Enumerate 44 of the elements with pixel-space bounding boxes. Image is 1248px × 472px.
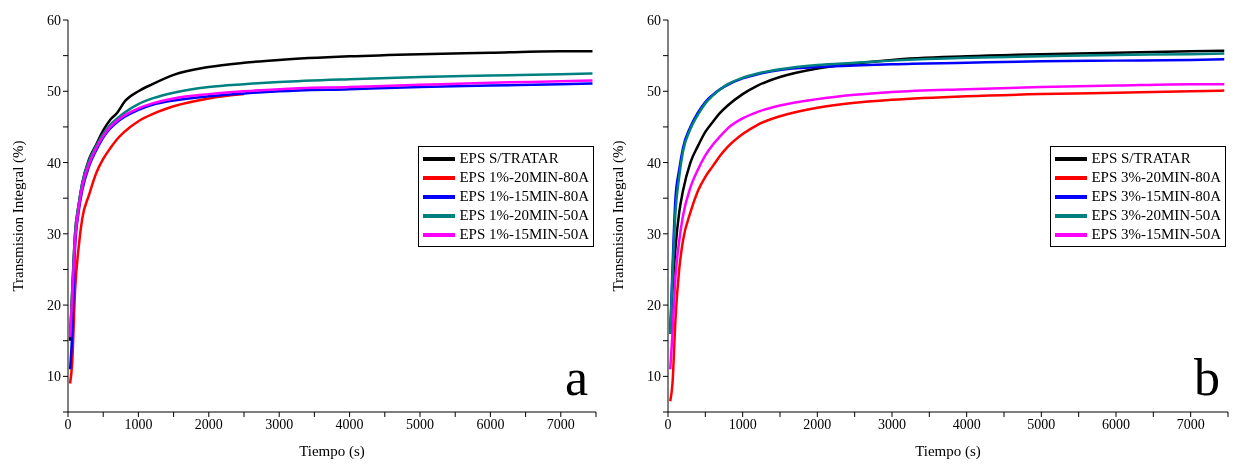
x-tick-label: 2000	[803, 416, 832, 432]
legend-label: EPS 3%-15MIN-50A	[1091, 225, 1221, 244]
annotation: a	[564, 349, 588, 406]
x-tick-label: 1000	[124, 416, 153, 432]
x-tick-label: 0	[664, 416, 672, 432]
legend-label: EPS 1%-15MIN-80A	[459, 187, 589, 206]
annotation: b	[1194, 349, 1220, 406]
legend-label: EPS 3%-20MIN-80A	[1091, 168, 1221, 187]
y-tick-label: 60	[647, 12, 661, 28]
y-tick-label: 50	[647, 84, 661, 100]
y-tick-label: 20	[47, 298, 61, 314]
x-axis-title: Tiempo (s)	[299, 443, 365, 460]
y-tick-label: 40	[47, 155, 61, 171]
x-tick-label: 7000	[1176, 416, 1205, 432]
x-tick-label: 2000	[194, 416, 223, 432]
x-tick-label: 7000	[546, 416, 575, 432]
x-axis-title: Tiempo (s)	[915, 443, 981, 460]
legend-label: EPS 1%-20MIN-50A	[459, 206, 589, 225]
y-tick-label: 50	[47, 84, 61, 100]
y-tick-label: 40	[647, 155, 661, 171]
x-tick-label: 3000	[265, 416, 294, 432]
x-tick-label: 3000	[878, 416, 906, 432]
y-tick-label: 30	[647, 226, 661, 242]
x-tick-label: 5000	[406, 416, 434, 432]
y-tick-label: 20	[647, 298, 661, 314]
legend-label: EPS 3%-15MIN-80A	[1091, 187, 1221, 206]
x-tick-label: 4000	[335, 416, 364, 432]
x-tick-label: 5000	[1027, 416, 1056, 432]
y-axis-title: Transmision Integral (%)	[610, 140, 628, 292]
x-tick-label: 4000	[952, 416, 981, 432]
legend-label: EPS S/TRATAR	[1091, 149, 1191, 168]
y-tick-label: 30	[47, 226, 61, 242]
y-axis-title: Transmision Integral (%)	[10, 140, 28, 292]
x-tick-label: 6000	[476, 416, 505, 432]
y-tick-label: 10	[47, 369, 61, 385]
legend-label: EPS 1%-20MIN-80A	[459, 168, 589, 187]
x-tick-label: 1000	[728, 416, 757, 432]
x-tick-label: 0	[64, 416, 72, 432]
legend-label: EPS 1%-15MIN-50A	[459, 225, 589, 244]
y-tick-label: 60	[47, 12, 61, 28]
x-tick-label: 6000	[1102, 416, 1130, 432]
y-tick-label: 10	[647, 369, 661, 385]
legend-label: EPS S/TRATAR	[459, 149, 559, 168]
legend-label: EPS 3%-20MIN-50A	[1091, 206, 1221, 225]
